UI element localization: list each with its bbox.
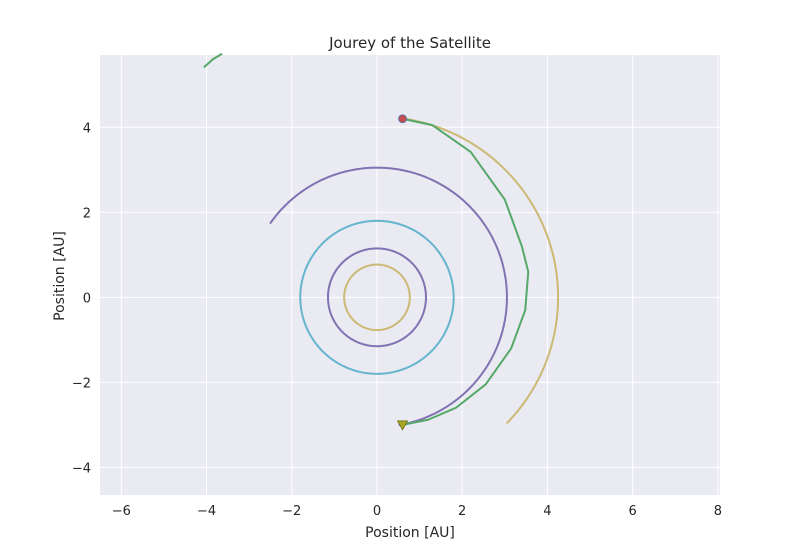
y-axis-label: Position [AU]	[52, 231, 68, 321]
series-layer	[203, 53, 560, 427]
x-axis-label: Position [AU]	[365, 525, 455, 541]
series-line	[269, 166, 508, 427]
series-line	[203, 53, 223, 68]
x-tick-labels: −6 −4 −2 0 2 4 6 8	[112, 504, 722, 519]
chart-title: Jourey of the Satellite	[328, 34, 491, 52]
series-line	[299, 219, 455, 375]
series-line	[402, 117, 560, 424]
series-line	[401, 117, 530, 426]
y-tick-label: 4	[83, 121, 91, 136]
x-tick-label: 4	[543, 504, 551, 519]
end-marker	[396, 420, 409, 431]
x-tick-label: 0	[373, 504, 381, 519]
y-tick-label: −2	[72, 376, 91, 391]
y-tick-label: −4	[72, 461, 91, 476]
x-tick-label: 6	[629, 504, 637, 519]
y-tick-label: 0	[83, 291, 91, 306]
series-line	[326, 247, 427, 348]
x-tick-label: 8	[714, 504, 722, 519]
series-line	[343, 263, 411, 332]
x-tick-label: −2	[282, 504, 301, 519]
x-tick-label: 2	[458, 504, 466, 519]
plot-background	[100, 55, 720, 495]
marker-layer	[396, 114, 409, 431]
x-tick-label: −4	[197, 504, 216, 519]
start-marker	[398, 114, 407, 124]
x-tick-label: −6	[112, 504, 131, 519]
y-tick-labels: −4 −2 0 2 4	[72, 121, 91, 476]
y-tick-label: 2	[83, 206, 91, 221]
